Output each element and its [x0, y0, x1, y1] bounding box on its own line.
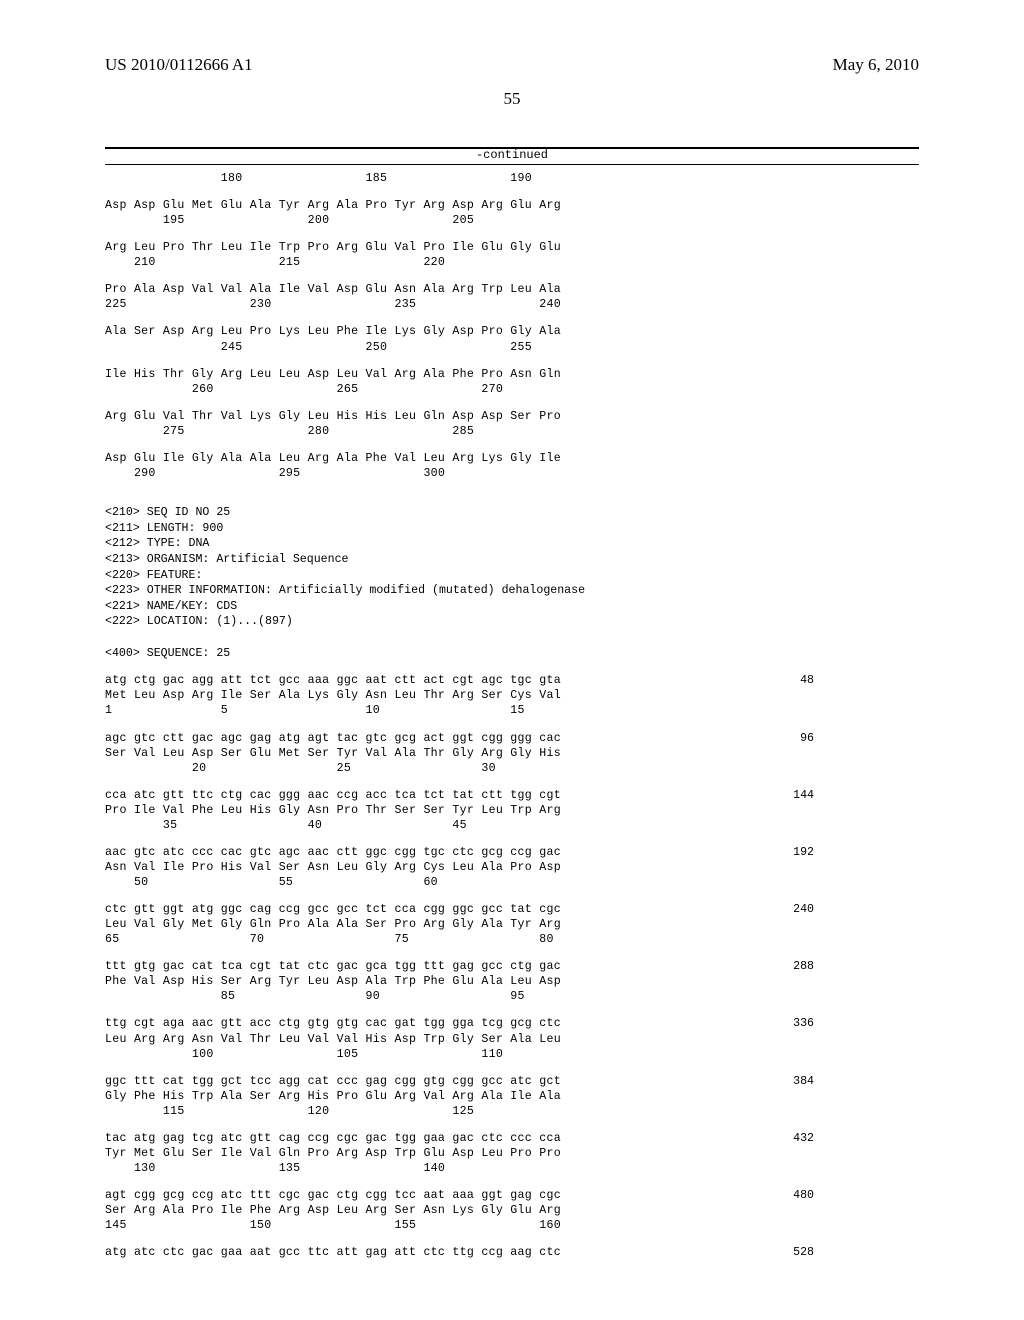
pos-row: 275 280 285	[105, 424, 919, 439]
pos-row: 1 5 10 15	[105, 703, 919, 718]
pos-row: 115 120 125	[105, 1104, 919, 1119]
aa-row: Ser Arg Ala Pro Ile Phe Arg Asp Leu Arg …	[105, 1203, 919, 1218]
pos-row: 245 250 255	[105, 340, 919, 355]
pos-row: 180 185 190	[105, 171, 919, 186]
aa-row: Pro Ile Val Phe Leu His Gly Asn Pro Thr …	[105, 803, 919, 818]
aa-row: Leu Arg Arg Asn Val Thr Leu Val Val His …	[105, 1032, 919, 1047]
aa-row: Gly Phe His Trp Ala Ser Arg His Pro Glu …	[105, 1089, 919, 1104]
nt-row: cca atc gtt ttc ctg cac ggg aac ccg acc …	[105, 788, 919, 803]
aa-row: Pro Ala Asp Val Val Ala Ile Val Asp Glu …	[105, 282, 919, 297]
dna-sequence-block: atg ctg gac agg att tct gcc aaa ggc aat …	[105, 673, 919, 1260]
nt-row: ttg cgt aga aac gtt acc ctg gtg gtg cac …	[105, 1016, 919, 1031]
nt-row: atg atc ctc gac gaa aat gcc ttc att gag …	[105, 1245, 919, 1260]
nt-row: ctc gtt ggt atg ggc cag ccg gcc gcc tct …	[105, 902, 919, 917]
pos-row: 210 215 220	[105, 255, 919, 270]
aa-row: Asn Val Ile Pro His Val Ser Asn Leu Gly …	[105, 860, 919, 875]
nt-row: agt cgg gcg ccg atc ttt cgc gac ctg cgg …	[105, 1188, 919, 1203]
aa-row: Arg Glu Val Thr Val Lys Gly Leu His His …	[105, 409, 919, 424]
protein-sequence-block: 180 185 190 Asp Asp Glu Met Glu Ala Tyr A…	[105, 171, 919, 481]
nt-row: aac gtc atc ccc cac gtc agc aac ctt ggc …	[105, 845, 919, 860]
aa-row: Asp Glu Ile Gly Ala Ala Leu Arg Ala Phe …	[105, 451, 919, 466]
publication-number: US 2010/0112666 A1	[105, 55, 253, 75]
aa-row: Met Leu Asp Arg Ile Ser Ala Lys Gly Asn …	[105, 688, 919, 703]
nt-row: ggc ttt cat tgg gct tcc agg cat ccc gag …	[105, 1074, 919, 1089]
aa-row: Arg Leu Pro Thr Leu Ile Trp Pro Arg Glu …	[105, 240, 919, 255]
pos-row: 20 25 30	[105, 761, 919, 776]
aa-row: Asp Asp Glu Met Glu Ala Tyr Arg Ala Pro …	[105, 198, 919, 213]
nt-row: ttt gtg gac cat tca cgt tat ctc gac gca …	[105, 959, 919, 974]
pos-row: 290 295 300	[105, 466, 919, 481]
aa-row: Ala Ser Asp Arg Leu Pro Lys Leu Phe Ile …	[105, 324, 919, 339]
nt-row: tac atg gag tcg atc gtt cag ccg cgc gac …	[105, 1131, 919, 1146]
nt-row: atg ctg gac agg att tct gcc aaa ggc aat …	[105, 673, 919, 688]
pos-row: 85 90 95	[105, 989, 919, 1004]
continued-label: -continued	[105, 148, 919, 162]
page-number: 55	[105, 89, 919, 109]
aa-row: Ile His Thr Gly Arg Leu Leu Asp Leu Val …	[105, 367, 919, 382]
rule-thin	[105, 164, 919, 165]
pos-row: 50 55 60	[105, 875, 919, 890]
sequence-metadata: <210> SEQ ID NO 25 <211> LENGTH: 900 <21…	[105, 505, 919, 661]
pos-row: 130 135 140	[105, 1161, 919, 1176]
page-header: US 2010/0112666 A1 May 6, 2010	[105, 55, 919, 75]
aa-row: Ser Val Leu Asp Ser Glu Met Ser Tyr Val …	[105, 746, 919, 761]
pos-row: 145 150 155 160	[105, 1218, 919, 1233]
pos-row: 35 40 45	[105, 818, 919, 833]
publication-date: May 6, 2010	[833, 55, 919, 75]
aa-row: Tyr Met Glu Ser Ile Val Gln Pro Arg Asp …	[105, 1146, 919, 1161]
pos-row: 100 105 110	[105, 1047, 919, 1062]
pos-row: 195 200 205	[105, 213, 919, 228]
aa-row: Phe Val Asp His Ser Arg Tyr Leu Asp Ala …	[105, 974, 919, 989]
nt-row: agc gtc ctt gac agc gag atg agt tac gtc …	[105, 731, 919, 746]
pos-row: 65 70 75 80	[105, 932, 919, 947]
pos-row: 260 265 270	[105, 382, 919, 397]
aa-row: Leu Val Gly Met Gly Gln Pro Ala Ala Ser …	[105, 917, 919, 932]
pos-row: 225 230 235 240	[105, 297, 919, 312]
